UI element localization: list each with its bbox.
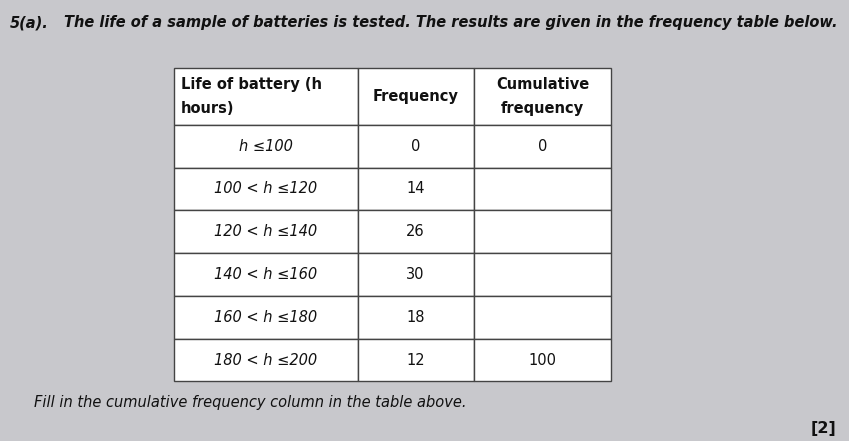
Text: 18: 18 bbox=[407, 310, 424, 325]
Bar bbox=[474, 125, 611, 168]
Text: h ≤100: h ≤100 bbox=[239, 138, 293, 153]
Text: Fill in the cumulative frequency column in the table above.: Fill in the cumulative frequency column … bbox=[34, 395, 466, 410]
Bar bbox=[357, 125, 474, 168]
Bar bbox=[357, 210, 474, 253]
Bar bbox=[474, 253, 611, 296]
Bar bbox=[174, 210, 357, 253]
Bar bbox=[474, 210, 611, 253]
Bar bbox=[174, 168, 357, 210]
Text: Cumulative: Cumulative bbox=[496, 77, 589, 92]
Text: hours): hours) bbox=[181, 101, 234, 116]
Bar bbox=[474, 168, 611, 210]
Bar bbox=[174, 125, 357, 168]
Text: 100: 100 bbox=[528, 352, 556, 367]
Bar bbox=[357, 68, 474, 125]
Text: 100 < h ≤120: 100 < h ≤120 bbox=[214, 181, 318, 196]
Text: 14: 14 bbox=[407, 181, 424, 196]
Text: 0: 0 bbox=[411, 138, 420, 153]
Text: 140 < h ≤160: 140 < h ≤160 bbox=[214, 267, 318, 282]
Text: 180 < h ≤200: 180 < h ≤200 bbox=[214, 352, 318, 367]
Bar bbox=[174, 339, 357, 381]
Text: The life of a sample of batteries is tested. The results are given in the freque: The life of a sample of batteries is tes… bbox=[64, 15, 837, 30]
Text: [2]: [2] bbox=[811, 421, 836, 436]
Bar bbox=[474, 296, 611, 339]
Bar bbox=[474, 339, 611, 381]
Bar bbox=[174, 296, 357, 339]
Text: 12: 12 bbox=[407, 352, 425, 367]
Text: frequency: frequency bbox=[501, 101, 584, 116]
Text: 0: 0 bbox=[537, 138, 547, 153]
Text: Frequency: Frequency bbox=[373, 89, 458, 104]
Text: 30: 30 bbox=[407, 267, 424, 282]
Bar bbox=[357, 253, 474, 296]
Bar bbox=[357, 168, 474, 210]
Bar bbox=[357, 296, 474, 339]
Bar bbox=[174, 68, 357, 125]
Text: 120 < h ≤140: 120 < h ≤140 bbox=[214, 224, 318, 239]
Text: 26: 26 bbox=[407, 224, 425, 239]
Text: 160 < h ≤180: 160 < h ≤180 bbox=[214, 310, 318, 325]
Text: 5(a).: 5(a). bbox=[10, 15, 49, 30]
Bar bbox=[357, 339, 474, 381]
Text: Life of battery (h: Life of battery (h bbox=[181, 77, 322, 92]
Bar bbox=[474, 68, 611, 125]
Bar bbox=[174, 253, 357, 296]
